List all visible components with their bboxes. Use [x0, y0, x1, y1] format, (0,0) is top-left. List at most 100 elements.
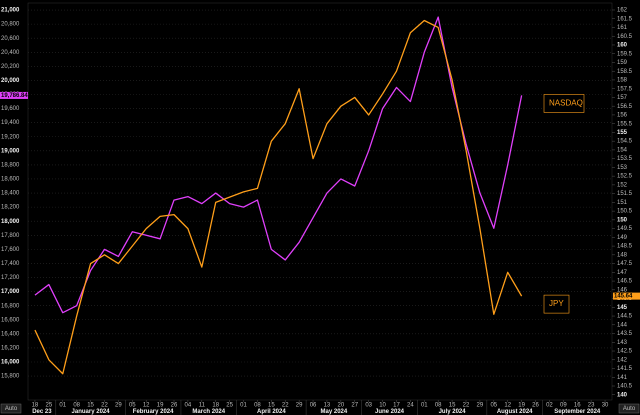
x-tick-label: 03 — [365, 403, 372, 409]
y2-tick-label: 143 — [617, 340, 628, 346]
legend-box — [543, 94, 585, 113]
series-line — [34, 19, 523, 375]
x-tick-label: 15 — [87, 403, 94, 409]
month-label: March 2024 — [192, 409, 225, 415]
y2-tick-label: 153 — [617, 165, 628, 171]
y-tick-label: 17,000 — [1, 289, 20, 295]
y2-tick-label: 146.5 — [617, 279, 633, 285]
x-tick-label: 22 — [463, 403, 470, 409]
y2-tick-label: 149.5 — [617, 226, 633, 232]
last-value-tag — [613, 292, 640, 300]
y2-tick-label: 140 — [617, 392, 628, 398]
series-line — [34, 16, 523, 314]
month-label: February 2024 — [133, 409, 174, 415]
y-tick-label: 17,600 — [1, 247, 20, 253]
x-tick-label: 12 — [143, 403, 150, 409]
month-label: January 2024 — [72, 409, 111, 415]
x-tick-label: 20 — [338, 403, 345, 409]
plot-frame — [27, 2, 613, 401]
x-tick-label: 09 — [560, 403, 567, 409]
last-value-label: 145.64 — [614, 294, 633, 300]
y-tick-label: 18,400 — [1, 191, 20, 197]
month-label: June 2024 — [375, 409, 405, 415]
y-tick-label: 18,800 — [1, 162, 20, 168]
x-tick-label: 18 — [212, 403, 219, 409]
x-tick-label: 19 — [518, 403, 525, 409]
x-tick-label: 27 — [351, 403, 358, 409]
last-value-label: 19,786.84 — [1, 93, 28, 99]
y2-tick-label: 148.5 — [617, 244, 633, 250]
y2-tick-label: 142.5 — [617, 349, 633, 355]
x-tick-label: 02 — [546, 403, 553, 409]
x-tick-label: 08 — [435, 403, 442, 409]
x-tick-label: 13 — [324, 403, 331, 409]
y2-tick-label: 153.5 — [617, 156, 633, 162]
x-tick-label: 05 — [129, 403, 136, 409]
x-tick-label: 12 — [504, 403, 511, 409]
x-tick-label: 06 — [310, 403, 317, 409]
axis-mode-box — [0, 403, 22, 414]
y-tick-label: 18,600 — [1, 177, 20, 183]
month-label: July 2024 — [439, 409, 467, 415]
y2-tick-label: 147.5 — [617, 261, 633, 267]
y-tick-label: 17,800 — [1, 233, 20, 239]
y-tick-label: 16,000 — [1, 360, 20, 366]
y2-tick-label: 162 — [617, 8, 628, 14]
y2-tick-label: 144 — [617, 322, 628, 328]
y2-tick-label: 149 — [617, 235, 628, 241]
y2-tick-label: 157 — [617, 95, 628, 101]
month-label: April 2024 — [257, 409, 286, 415]
x-tick-label: 08 — [254, 403, 261, 409]
x-tick-label: 26 — [532, 403, 539, 409]
y-tick-label: 18,200 — [1, 205, 20, 211]
x-tick-label: 22 — [282, 403, 289, 409]
y2-tick-label: 151.5 — [617, 191, 633, 197]
y-tick-label: 18,000 — [1, 219, 20, 225]
x-tick-label: 19 — [157, 403, 164, 409]
x-tick-label: 23 — [588, 403, 595, 409]
y-tick-label: 16,600 — [1, 317, 20, 323]
x-tick-label: 04 — [185, 403, 192, 409]
x-tick-label: 24 — [407, 403, 414, 409]
month-label: May 2024 — [321, 409, 348, 415]
y2-tick-label: 140.5 — [617, 384, 633, 390]
x-tick-label: 18 — [32, 403, 39, 409]
x-tick-label: 15 — [268, 403, 275, 409]
y2-tick-label: 158.5 — [617, 69, 633, 75]
y2-tick-label: 161 — [617, 25, 628, 31]
x-tick-label: 08 — [73, 403, 80, 409]
y2-tick-label: 157.5 — [617, 86, 633, 92]
y2-tick-label: 161.5 — [617, 16, 633, 22]
y-tick-label: 19,600 — [1, 106, 20, 112]
y2-tick-label: 141.5 — [617, 366, 633, 372]
x-tick-label: 26 — [171, 403, 178, 409]
month-label: September 2024 — [554, 409, 601, 415]
y2-tick-label: 141 — [617, 375, 628, 381]
y2-tick-label: 148 — [617, 252, 628, 258]
y2-tick-label: 150.5 — [617, 209, 633, 215]
y2-tick-label: 155 — [617, 130, 628, 136]
x-tick-label: 01 — [59, 403, 66, 409]
x-tick-label: 25 — [46, 403, 53, 409]
y-tick-label: 16,400 — [1, 331, 20, 337]
y-tick-label: 20,600 — [1, 36, 20, 42]
legend-label: NASDAQ — [549, 99, 583, 108]
y2-tick-label: 143.5 — [617, 331, 633, 337]
y-tick-label: 17,200 — [1, 275, 20, 281]
axis-mode-right: Auto — [623, 406, 636, 412]
x-tick-label: 30 — [602, 403, 609, 409]
y-tick-label: 20,400 — [1, 50, 20, 56]
y2-tick-label: 155.5 — [617, 121, 633, 127]
y2-tick-label: 160 — [617, 43, 628, 49]
x-tick-label: 01 — [240, 403, 247, 409]
x-tick-label: 11 — [199, 403, 206, 409]
y-tick-label: 16,800 — [1, 303, 20, 309]
y-tick-label: 15,800 — [1, 374, 20, 380]
y2-tick-label: 159.5 — [617, 51, 633, 57]
x-tick-label: 16 — [574, 403, 581, 409]
y2-tick-label: 144.5 — [617, 314, 633, 320]
x-tick-label: 29 — [296, 403, 303, 409]
y2-tick-label: 151 — [617, 200, 628, 206]
x-tick-label: 22 — [101, 403, 108, 409]
y-tick-label: 20,200 — [1, 64, 20, 70]
